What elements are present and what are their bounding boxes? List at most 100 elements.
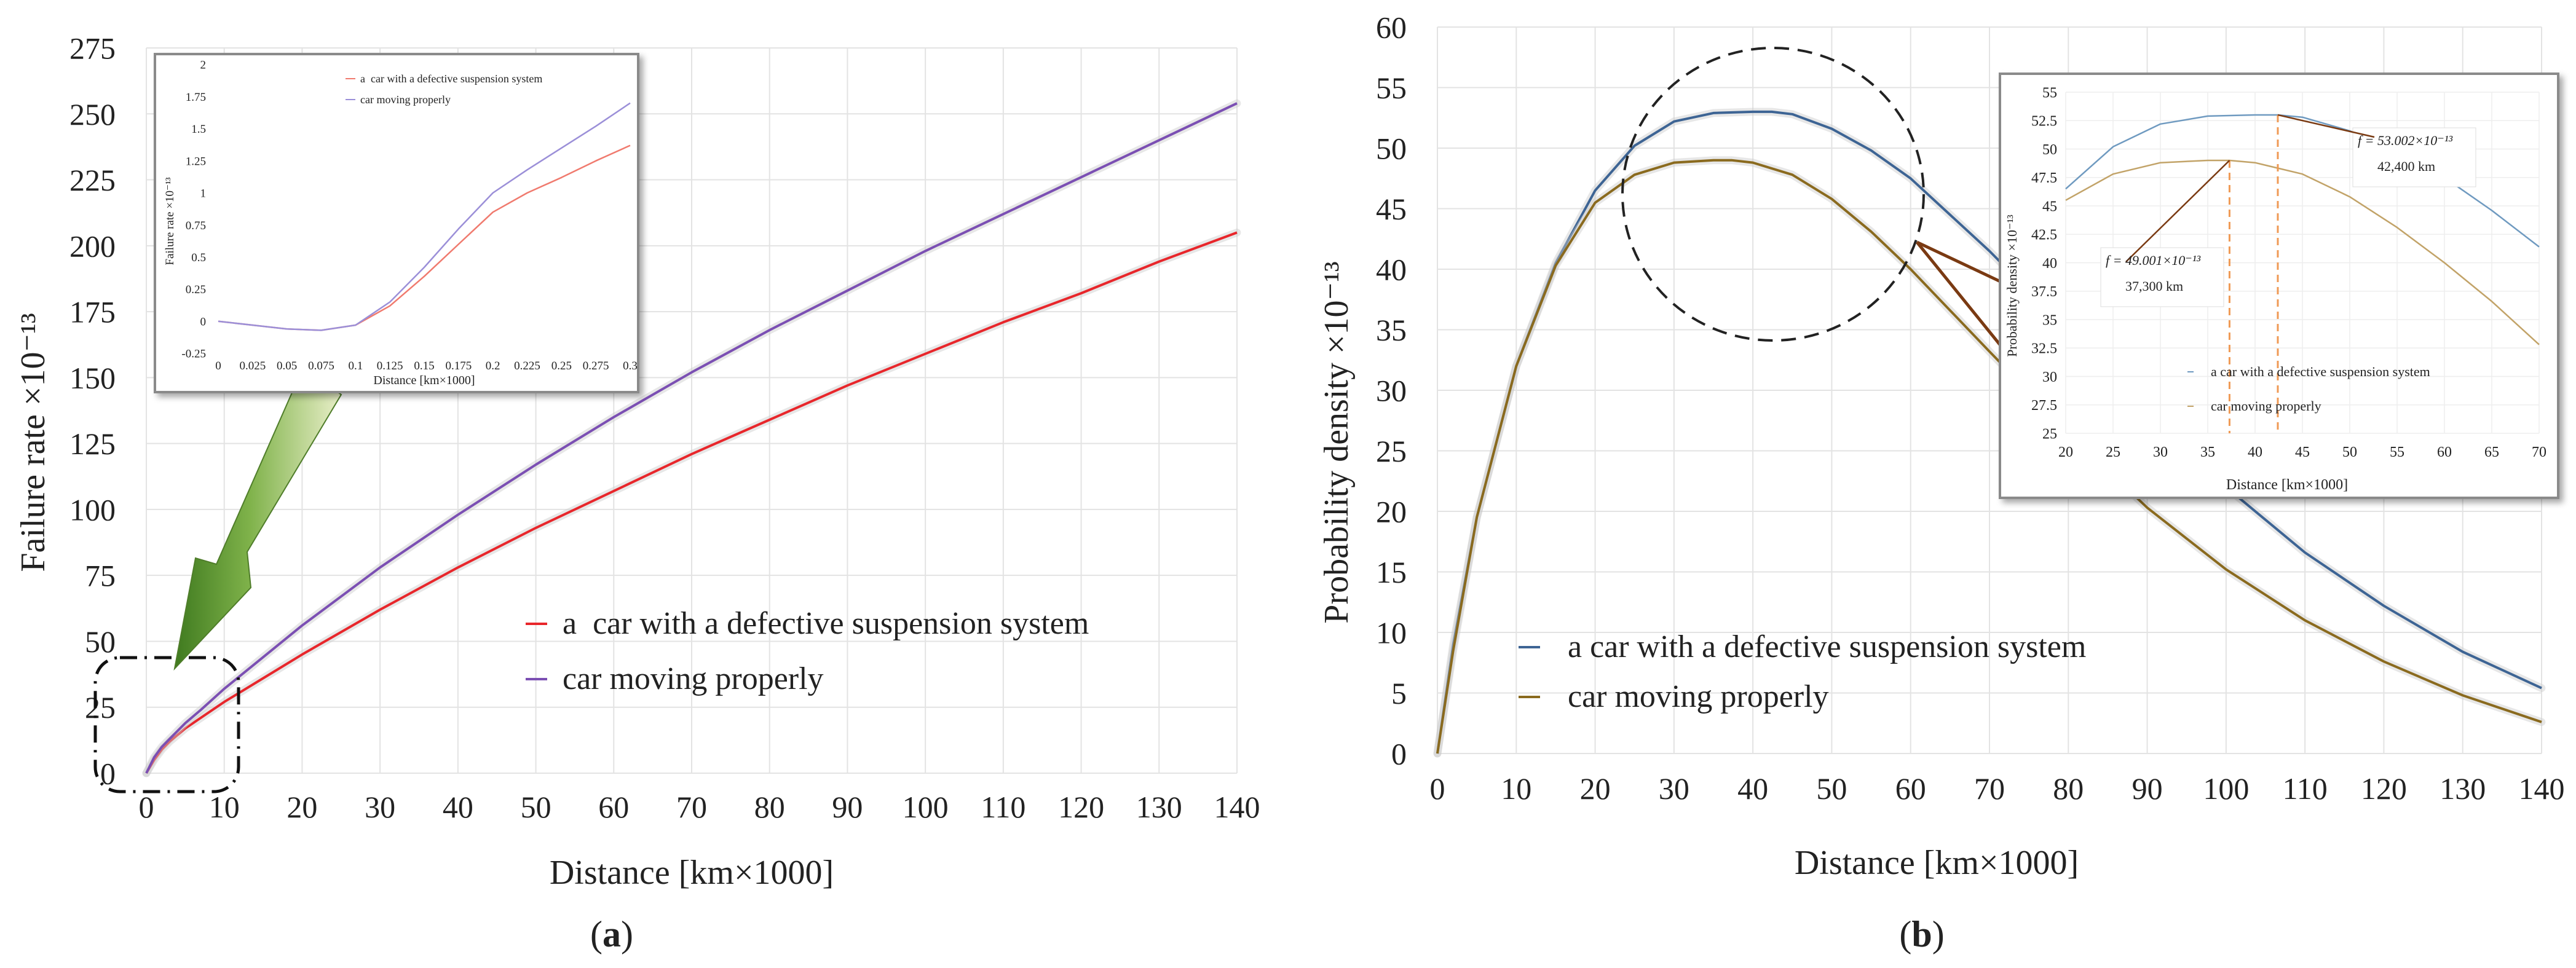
callout-line-lower — [1916, 241, 2007, 353]
x-tick-label: 60 — [598, 790, 629, 824]
x-tick-label: 0.075 — [308, 360, 334, 372]
legend-label-proper-b: car moving properly — [1568, 679, 1829, 714]
x-tick-label: 0.1 — [348, 360, 363, 372]
y-tick-label: 100 — [69, 492, 116, 527]
y-tick-label: 40 — [2042, 256, 2057, 272]
x-tick-label: 0.2 — [486, 360, 500, 372]
x-tick-label: 20 — [2058, 444, 2073, 460]
x-tick-label: 0.225 — [514, 360, 540, 372]
panel-b-inset-legend: a car with a defective suspension system… — [2187, 364, 2430, 414]
panel-b-chart: 0 10 20 30 40 50 60 70 80 90 100 110 120 130 140 0 5 10 1… — [1318, 10, 2565, 955]
x-tick-label: 110 — [981, 790, 1025, 824]
x-tick-label: 0 — [215, 360, 221, 372]
panel-b-legend: a car with a defective suspension system… — [1519, 629, 2086, 714]
peak-callout-box — [2352, 127, 2476, 187]
y-tick-label: 45 — [2042, 199, 2057, 214]
legend-label-proper: car moving properly — [563, 661, 824, 696]
x-tick-label: 90 — [2132, 771, 2163, 806]
panel-a-caption: (a) — [590, 914, 633, 954]
x-tick-label: 55 — [2390, 444, 2404, 460]
x-tick-label: 60 — [2437, 444, 2452, 460]
zoom-region-box — [93, 656, 240, 793]
y-tick-label: 25 — [2042, 426, 2057, 442]
x-tick-label: 0.15 — [414, 360, 434, 372]
y-tick-label: 2 — [200, 59, 207, 72]
series-line-defective — [145, 231, 1238, 774]
y-tick-label: 20 — [1376, 495, 1407, 529]
y-tick-label: 50 — [85, 624, 116, 659]
x-tick-label: 10 — [209, 790, 240, 824]
x-tick-label: 140 — [1214, 790, 1260, 824]
panel-a-series — [142, 99, 1241, 777]
peak-callout-box — [2100, 247, 2224, 307]
x-tick-label: 80 — [2053, 771, 2084, 806]
x-tick-label: 30 — [365, 790, 395, 824]
inset-legend-label-proper-b: car moving properly — [2211, 398, 2321, 414]
y-tick-label: -0.25 — [181, 348, 206, 361]
x-tick-label: 70 — [2532, 444, 2546, 460]
y-tick-label: 0.5 — [191, 251, 206, 264]
panel-a-y-axis-label: Failure rate ×10⁻¹³ — [14, 313, 52, 572]
y-tick-label: 52.5 — [2031, 114, 2057, 130]
peak-value-label: f = 49.001×10⁻¹³ — [2106, 253, 2201, 268]
y-tick-label: 125 — [69, 427, 116, 461]
panel-b-x-ticks: 0 10 20 30 40 50 60 70 80 90 100 110 120 130 140 — [1430, 771, 2565, 806]
y-tick-label: 45 — [1376, 192, 1407, 226]
x-tick-label: 25 — [2106, 444, 2120, 460]
series-line-proper — [1436, 159, 2542, 754]
y-tick-label: 0 — [1391, 737, 1407, 771]
y-tick-label: 32.5 — [2031, 341, 2057, 357]
panel-a-inset-x-axis-label: Distance [km×1000] — [373, 374, 475, 387]
x-tick-label: 90 — [832, 790, 863, 824]
y-tick-label: 150 — [69, 361, 116, 395]
y-tick-label: 25 — [1376, 434, 1407, 468]
x-tick-label: 130 — [1136, 790, 1182, 824]
x-tick-label: 110 — [2283, 771, 2328, 806]
panel-a-x-ticks: 0 10 20 30 40 50 60 70 80 90 100 110 120 130 140 — [139, 790, 1260, 824]
y-tick-label: 250 — [69, 97, 116, 132]
panel-b-y-axis-label: Probability density ×10⁻¹³ — [1318, 261, 1356, 623]
y-tick-label: 275 — [69, 31, 116, 66]
y-tick-label: 47.5 — [2031, 170, 2057, 186]
y-tick-label: 1.5 — [191, 123, 206, 136]
x-tick-label: 100 — [903, 790, 949, 824]
x-tick-label: 20 — [286, 790, 317, 824]
inset-legend-label-defective-b: a car with a defective suspension system — [2211, 364, 2430, 379]
y-tick-label: 40 — [1376, 253, 1407, 287]
panel-a-x-axis-label: Distance [km×1000] — [550, 854, 834, 892]
legend-label-defective: a car with a defective suspension system — [563, 606, 1089, 641]
y-tick-label: 50 — [2042, 142, 2057, 158]
x-tick-label: 70 — [1974, 771, 2005, 806]
x-tick-label: 140 — [2519, 771, 2565, 806]
x-tick-label: 0.05 — [277, 360, 297, 372]
y-tick-label: 1 — [200, 187, 207, 200]
legend-label-defective-b: a car with a defective suspension system — [1568, 629, 2086, 664]
x-tick-label: 65 — [2484, 444, 2499, 460]
panel-a-chart: 0 10 20 30 40 50 60 70 80 90 100 110 120 130 140 02550… — [14, 31, 1260, 955]
x-tick-label: 100 — [2203, 771, 2249, 806]
y-tick-label: 200 — [69, 229, 116, 263]
x-tick-label: 35 — [2200, 444, 2215, 460]
panel-b-caption: (b) — [1899, 914, 1944, 954]
y-tick-label: 0 — [200, 315, 207, 328]
x-tick-label: 130 — [2440, 771, 2486, 806]
x-tick-label: 0.3 — [623, 360, 638, 372]
y-tick-label: 0 — [100, 757, 116, 791]
x-tick-label: 80 — [754, 790, 785, 824]
x-tick-label: 50 — [521, 790, 551, 824]
peak-value-label: f = 53.002×10⁻¹³ — [2358, 133, 2453, 148]
x-tick-label: 0.125 — [377, 360, 403, 372]
y-tick-label: 175 — [69, 295, 116, 329]
x-tick-label: 0.275 — [583, 360, 609, 372]
y-tick-label: 5 — [1391, 676, 1407, 710]
x-tick-label: 60 — [1895, 771, 1926, 806]
y-tick-label: 15 — [1376, 555, 1407, 589]
panel-a-inset-y-axis-label: Failure rate ×10⁻¹³ — [164, 177, 176, 265]
x-tick-label: 30 — [2153, 444, 2168, 460]
x-tick-label: 40 — [2248, 444, 2262, 460]
panel-b-inset: 20 25 30 35 40 45 50 55 60 65 70 2527.53032.53537.… — [1999, 73, 2559, 499]
x-tick-label: 120 — [2361, 771, 2407, 806]
x-tick-label: 20 — [1580, 771, 1611, 806]
x-tick-label: 0 — [1430, 771, 1445, 806]
panel-a-inset: 0 0.025 0.05 0.075 0.1 0.125 0.15 0.175 0.2 0.225… — [154, 53, 639, 393]
